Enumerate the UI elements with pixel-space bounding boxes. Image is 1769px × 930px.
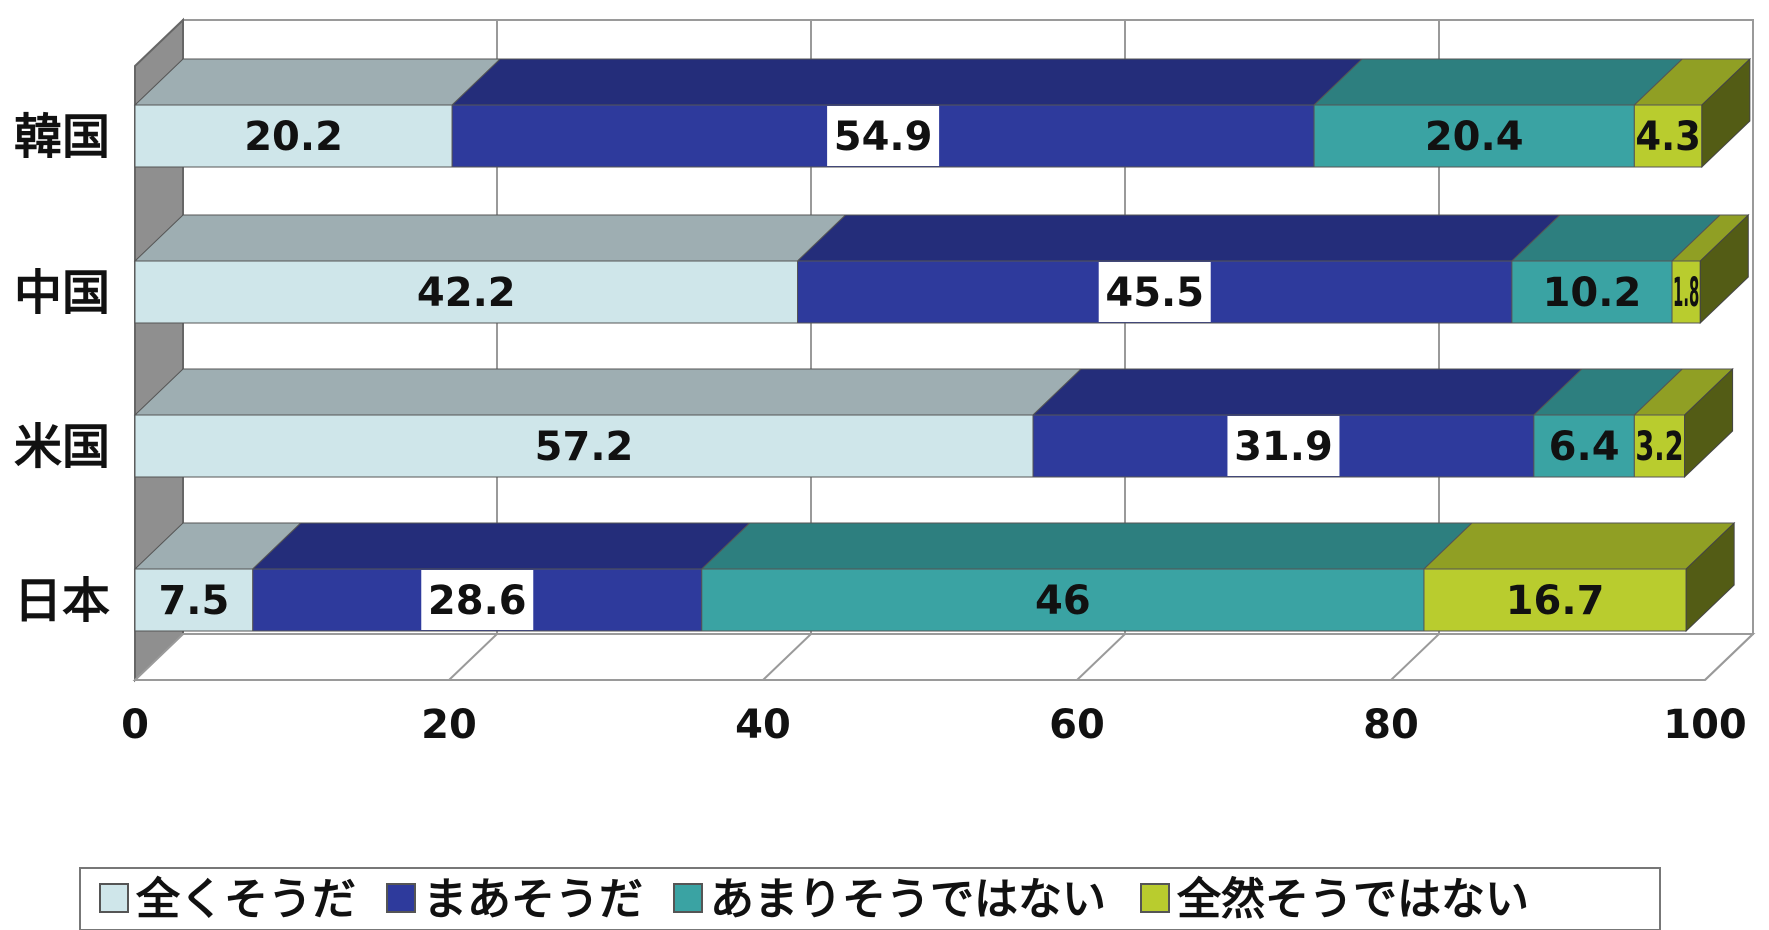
- bar-segment: [1633, 414, 1686, 478]
- x-tick-label: 80: [1363, 702, 1419, 748]
- category-label: 日本: [14, 573, 110, 629]
- legend-box: [79, 867, 1661, 930]
- floor-gridline: [762, 633, 812, 681]
- legend-swatch: [386, 883, 416, 913]
- data-label-box: [827, 106, 940, 166]
- bar-segment: [134, 568, 254, 632]
- data-label: 4.3: [1635, 114, 1701, 160]
- floor-gridline: [1076, 633, 1126, 681]
- bar-segment: [1671, 260, 1701, 324]
- data-label: 20.2: [244, 114, 343, 160]
- bar-end-face: [1701, 57, 1751, 169]
- bar-top-face: [1422, 522, 1736, 570]
- category-label: 韓国: [14, 109, 110, 165]
- bar-segment: [134, 104, 453, 168]
- data-label: 28.6: [428, 578, 527, 624]
- bar-end-face: [1699, 213, 1749, 325]
- bar-end-face: [1685, 521, 1735, 633]
- bar-segment: [1633, 104, 1703, 168]
- bar-top-face: [1312, 58, 1684, 106]
- floor: [132, 633, 1756, 681]
- bar-segment: [134, 414, 1034, 478]
- x-axis-ticks: 0 20 40 60 80 100: [121, 702, 1747, 748]
- data-label: 20.4: [1425, 114, 1524, 160]
- data-label: 6.4: [1549, 424, 1620, 470]
- floor-gridline: [134, 633, 184, 681]
- bar-segment: [701, 568, 1425, 632]
- legend-swatch: [673, 883, 703, 913]
- data-label: 45.5: [1105, 270, 1204, 316]
- legend: 全くそうだ まあそうだ あまりそうではない 全然そうではない: [79, 867, 1661, 930]
- bar-top-face: [133, 368, 1083, 416]
- bars: 20.2 54.9 20.4 4.3 42.2 45.5 10.2 1.8 57.2 31.9 6.…: [133, 57, 1752, 633]
- bar-segment: [1423, 568, 1687, 632]
- bar-segment: [1533, 414, 1635, 478]
- data-label: 46: [1035, 578, 1091, 624]
- data-label-box: [421, 570, 534, 630]
- category-label: 中国: [14, 265, 110, 321]
- data-label: 42.2: [417, 270, 516, 316]
- legend-item-label: 全くそうだ: [135, 874, 356, 925]
- floor-gridline: [1390, 633, 1440, 681]
- data-label: 10.2: [1543, 270, 1642, 316]
- data-label: 3.2: [1635, 424, 1683, 470]
- x-tick-label: 0: [121, 702, 149, 748]
- data-label-box: [1227, 416, 1340, 476]
- legend-item-label: 全然そうではない: [1176, 874, 1529, 925]
- bar-top-face: [133, 58, 502, 106]
- legend-item-label: あまりそうではない: [710, 874, 1106, 925]
- bar-top-face: [1031, 368, 1584, 416]
- data-label-box: [1098, 262, 1211, 322]
- data-label: 54.9: [834, 114, 933, 160]
- bar-top-face: [251, 522, 752, 570]
- x-tick-label: 100: [1663, 702, 1747, 748]
- data-label: 16.7: [1506, 578, 1605, 624]
- bar-top-face: [450, 58, 1364, 106]
- legend-swatch: [99, 883, 129, 913]
- floor-gridline: [1704, 633, 1754, 681]
- data-label: 7.5: [158, 578, 229, 624]
- data-label: 31.9: [1234, 424, 1333, 470]
- bar-top-face: [796, 214, 1562, 262]
- category-label: 米国: [14, 419, 110, 475]
- legend-swatch: [1140, 883, 1170, 913]
- data-label: 1.8: [1673, 270, 1699, 316]
- legend-item-label: まあそうだ: [423, 874, 643, 925]
- floor-gridline: [448, 633, 498, 681]
- bar-top-face: [133, 214, 847, 262]
- x-tick-label: 60: [1049, 702, 1105, 748]
- bar-segment: [1511, 260, 1673, 324]
- bar-end-face: [1684, 367, 1734, 479]
- data-label: 57.2: [535, 424, 634, 470]
- x-tick-label: 20: [421, 702, 477, 748]
- x-tick-label: 40: [735, 702, 791, 748]
- bar-top-face: [700, 522, 1474, 570]
- bar-segment: [1313, 104, 1635, 168]
